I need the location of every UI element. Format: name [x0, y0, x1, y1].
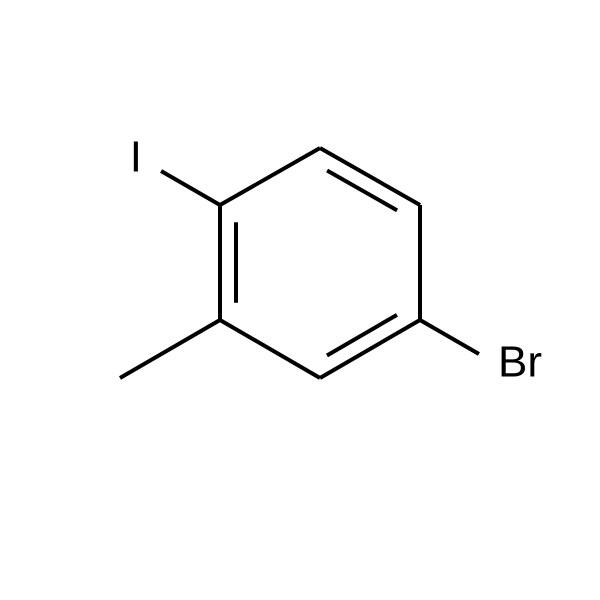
bond — [220, 148, 320, 205]
bond — [220, 320, 320, 378]
molecule-diagram: I Br — [0, 0, 600, 600]
br-label: Br — [498, 338, 542, 387]
bond — [161, 171, 220, 205]
bond — [420, 320, 479, 354]
bond — [327, 315, 397, 356]
bond — [327, 170, 397, 210]
i-label: I — [130, 133, 142, 182]
bond — [120, 320, 220, 378]
bonds-layer — [120, 148, 479, 378]
